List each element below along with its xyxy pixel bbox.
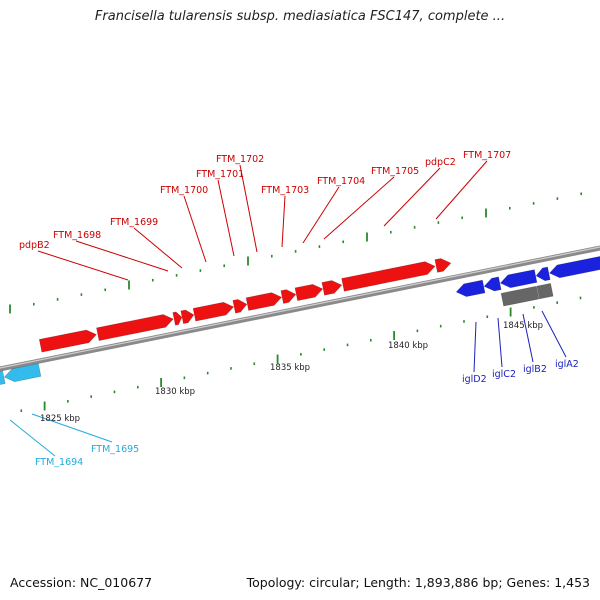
accession-text: Accession: NC_010677 (10, 575, 153, 590)
gene-leader-line (9, 419, 56, 457)
gene-label[interactable]: FTM_1707 (463, 150, 511, 161)
forward-gene-arrow[interactable] (321, 279, 343, 296)
gene-leader-line (37, 250, 129, 281)
scale-label: 1830 kbp (155, 387, 195, 397)
gene-label[interactable]: iglC2 (492, 369, 516, 380)
gene-label[interactable]: FTM_1705 (371, 166, 419, 177)
forward-gene-arrow[interactable] (280, 288, 297, 304)
gene-leader-line (302, 186, 340, 244)
gene-leader-line (281, 195, 286, 248)
gene-label[interactable]: FTM_1700 (160, 185, 208, 196)
gene-leader-line (473, 321, 477, 373)
gene-leader-line (75, 240, 169, 272)
forward-gene-arrow[interactable] (341, 260, 437, 292)
gene-label[interactable]: iglA2 (555, 359, 579, 370)
scale-label: 1835 kbp (270, 363, 310, 373)
gene-layer[interactable] (0, 255, 600, 386)
scale-label: 1845 kbp (503, 321, 543, 331)
gene-leader-line (133, 227, 183, 269)
gene-label[interactable]: FTM_1694 (35, 457, 83, 468)
gray-gene-block[interactable] (500, 285, 540, 307)
label-layer: 1825 kbp 1830 kbp 1835 kbp 1840 kbp 1845 kbp… (19, 150, 579, 468)
gene-label[interactable]: pdpB2 (19, 240, 50, 251)
gene-leader-line (239, 164, 258, 253)
reverse-gene-arrow[interactable] (483, 276, 502, 293)
forward-gene-arrow[interactable] (38, 328, 97, 353)
gene-label[interactable]: FTM_1698 (53, 230, 101, 241)
tick-layer (9, 192, 583, 412)
gray-gene-block[interactable] (536, 282, 554, 300)
genome-summary-text: Topology: circular; Length: 1,893,886 bp… (246, 575, 590, 590)
gene-leader-line (497, 317, 503, 368)
gene-leader-line (435, 160, 488, 220)
leader-layer (9, 160, 567, 457)
scale-label: 1840 kbp (388, 341, 428, 351)
gene-leader-line (217, 179, 235, 257)
genome-axis (0, 245, 600, 372)
gene-label[interactable]: iglB2 (523, 364, 547, 375)
gene-label[interactable]: FTM_1704 (317, 176, 365, 187)
gene-label[interactable]: FTM_1703 (261, 185, 309, 196)
gene-label[interactable]: FTM_1695 (91, 444, 139, 455)
reverse-gene-arrow[interactable] (548, 255, 600, 280)
reverse-gene-arrow[interactable] (499, 269, 538, 290)
forward-gene-arrow[interactable] (172, 311, 183, 326)
gene-label[interactable]: FTM_1702 (216, 154, 264, 165)
gene-label[interactable]: pdpC2 (425, 157, 456, 168)
gene-leader-line (522, 313, 534, 363)
forward-gene-arrow[interactable] (192, 301, 235, 322)
forward-gene-arrow[interactable] (245, 291, 283, 311)
scale-label: 1825 kbp (40, 414, 80, 424)
gene-leader-line (31, 413, 113, 443)
forward-gene-arrow[interactable] (180, 309, 195, 324)
forward-gene-arrow[interactable] (434, 257, 452, 273)
light-gene-arrow[interactable] (3, 363, 42, 384)
gene-label[interactable]: iglD2 (462, 374, 487, 385)
gene-leader-line (323, 176, 395, 240)
gene-label[interactable]: FTM_1699 (110, 217, 158, 228)
gene-label[interactable]: FTM_1701 (196, 169, 244, 180)
forward-gene-arrow[interactable] (96, 313, 174, 341)
gene-leader-line (383, 167, 441, 227)
light-gene-block[interactable] (0, 370, 6, 386)
gene-leader-line (541, 310, 567, 358)
gene-leader-line (183, 195, 207, 263)
reverse-gene-arrow[interactable] (455, 279, 486, 298)
forward-gene-arrow[interactable] (294, 283, 324, 301)
reverse-gene-arrow[interactable] (535, 266, 551, 282)
map-title: Francisella tularensis subsp. mediasiati… (94, 9, 506, 24)
forward-gene-arrow[interactable] (232, 298, 248, 314)
